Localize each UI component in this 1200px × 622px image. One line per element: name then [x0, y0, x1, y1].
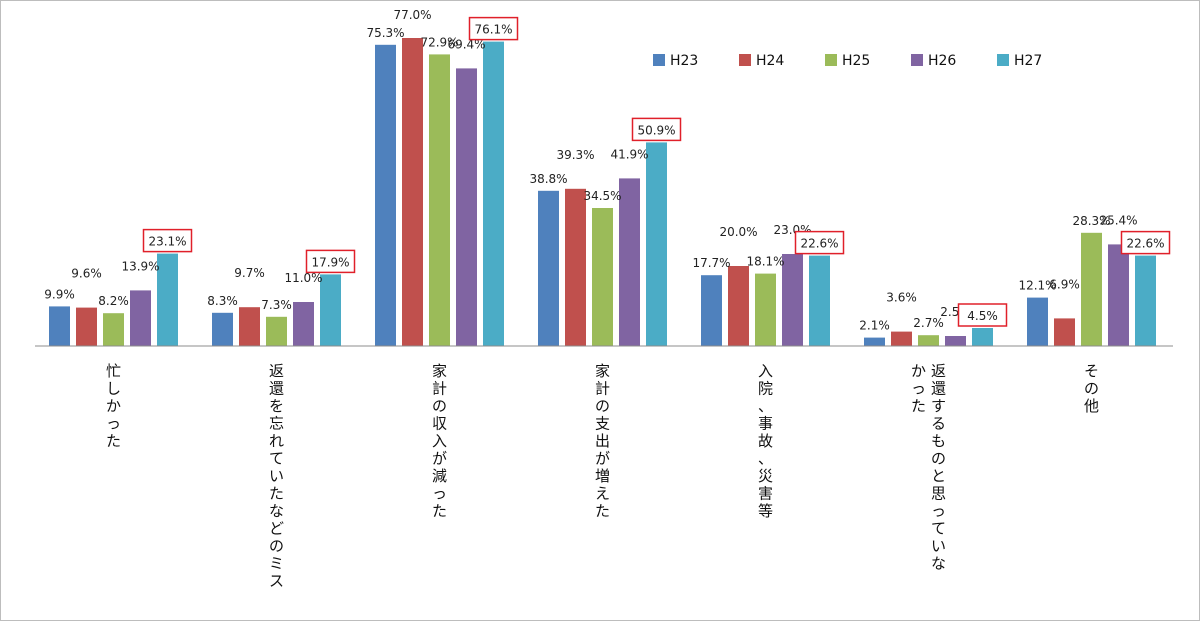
value-label-h25-cat-3: 34.5%: [583, 189, 621, 203]
highlight-box-4: [794, 230, 845, 255]
bar-h23-cat-4: [701, 275, 722, 346]
legend-label-h25: H25: [842, 53, 870, 69]
value-label-h26-cat-2: 69.4%: [447, 37, 485, 51]
bar-h23-cat-5: [864, 337, 885, 346]
value-label-h23-cat-2: 75.3%: [366, 26, 404, 40]
value-label-h24-cat-1: 9.7%: [234, 266, 265, 280]
bar-h23-cat-3: [538, 190, 559, 346]
category-label-1: 返還を忘れていたなどのミス: [269, 362, 284, 590]
bar-h23-cat-1: [212, 312, 233, 346]
value-label-h26-cat-1: 11.0%: [284, 271, 322, 285]
bar-h24-cat-1: [239, 307, 260, 346]
highlight-box-6: [1120, 230, 1171, 255]
legend-swatch-h24: [739, 54, 751, 66]
bar-h25-cat-0: [103, 313, 124, 346]
value-label-h26-cat-3: 41.9%: [610, 147, 648, 161]
value-label-h23-cat-5: 2.1%: [859, 319, 890, 333]
value-label-h24-cat-5: 3.6%: [886, 291, 917, 305]
value-label-h26-cat-6: 25.4%: [1099, 213, 1137, 227]
value-label-h27-cat-5: 4.5%: [967, 309, 998, 323]
legend-label-h26: H26: [928, 53, 956, 69]
bar-h25-cat-5: [918, 335, 939, 346]
bar-h27-cat-6: [1135, 255, 1156, 346]
value-label-h24-cat-2: 77.0%: [393, 8, 431, 22]
value-labels-layer: 9.9% 9.6% 8.2% 13.9% 23.1% 8.3% 9.7% 7.3% 11.0% 1…: [44, 8, 1171, 333]
value-label-h25-cat-2: 72.9%: [420, 35, 458, 49]
legend-label-h27: H27: [1014, 53, 1042, 69]
category-label-5-line-0: 返還するものと思っていな: [931, 362, 946, 573]
value-label-h27-cat-6: 22.6%: [1126, 237, 1164, 251]
category-label-6: その他: [1084, 362, 1099, 415]
bar-h25-cat-1: [266, 316, 287, 346]
bar-h26-cat-2: [456, 68, 477, 347]
value-label-h23-cat-6: 12.1%: [1018, 279, 1056, 293]
bar-h26-cat-1: [293, 302, 314, 346]
value-label-h24-cat-3: 39.3%: [556, 148, 594, 162]
legend-swatch-h27: [997, 54, 1009, 66]
value-label-h23-cat-3: 38.8%: [529, 172, 567, 186]
bar-h27-cat-0: [157, 253, 178, 346]
value-label-h24-cat-6: 6.9%: [1049, 277, 1080, 291]
value-label-h27-cat-1: 17.9%: [311, 255, 349, 269]
highlight-box-2: [468, 16, 519, 41]
highlight-box-5: [957, 303, 1008, 327]
value-label-h25-cat-5: 2.7%: [913, 316, 944, 330]
bar-h27-cat-1: [320, 274, 341, 346]
bar-h24-cat-6: [1054, 318, 1075, 346]
bar-h25-cat-6: [1081, 232, 1102, 346]
category-label-4: 入院、事故、災害等: [758, 362, 773, 520]
bar-h23-cat-6: [1027, 297, 1048, 346]
value-label-h27-cat-0: 23.1%: [148, 235, 186, 249]
legend: H23 H24 H25 H26 H27: [653, 53, 1042, 69]
bar-h26-cat-3: [619, 178, 640, 346]
bar-h24-cat-0: [76, 307, 97, 346]
value-label-h23-cat-1: 8.3%: [207, 294, 238, 308]
bar-h27-cat-4: [809, 255, 830, 346]
value-label-h25-cat-4: 18.1%: [746, 255, 784, 269]
value-label-h24-cat-4: 20.0%: [719, 225, 757, 239]
value-label-h27-cat-2: 76.1%: [474, 23, 512, 37]
bar-h26-cat-5: [945, 336, 966, 346]
legend-swatch-h26: [911, 54, 923, 66]
value-label-h23-cat-4: 17.7%: [692, 256, 730, 270]
highlight-box-3: [631, 117, 682, 142]
bar-h24-cat-4: [728, 266, 749, 346]
bar-h27-cat-5: [972, 328, 993, 346]
value-label-h24-cat-0: 9.6%: [71, 267, 102, 281]
value-label-h25-cat-0: 8.2%: [98, 294, 129, 308]
bar-h26-cat-4: [782, 254, 803, 346]
category-label-5-line-1: かった: [911, 362, 926, 415]
highlight-box-0: [142, 228, 193, 253]
bar-h25-cat-3: [592, 208, 613, 346]
category-labels-layer: 忙しかった 返還を忘れていたなどのミス 家計の収入が減った 家計の支出が増えた 入院、事…: [106, 362, 1099, 590]
bar-h25-cat-4: [755, 273, 776, 346]
value-label-h26-cat-0: 13.9%: [121, 259, 159, 273]
legend-label-h23: H23: [670, 53, 698, 69]
legend-swatch-h23: [653, 54, 665, 66]
category-label-3: 家計の支出が増えた: [595, 362, 610, 520]
bar-h24-cat-3: [565, 188, 586, 346]
bar-h25-cat-2: [429, 54, 450, 347]
bar-h24-cat-2: [402, 38, 423, 346]
highlight-box-1: [305, 249, 356, 274]
bars-layer: [49, 38, 1156, 347]
bar-h27-cat-2: [483, 41, 504, 346]
value-label-h27-cat-4: 22.6%: [800, 237, 838, 251]
value-label-h25-cat-1: 7.3%: [261, 298, 292, 312]
value-label-h23-cat-0: 9.9%: [44, 287, 75, 301]
legend-swatch-h25: [825, 54, 837, 66]
category-label-2: 家計の収入が減った: [432, 362, 447, 520]
bar-h23-cat-0: [49, 306, 70, 346]
value-label-h27-cat-3: 50.9%: [637, 123, 675, 137]
bar-h26-cat-6: [1108, 244, 1129, 346]
bar-h23-cat-2: [375, 44, 396, 347]
category-label-0: 忙しかった: [106, 362, 121, 450]
bar-h24-cat-5: [891, 331, 912, 346]
bar-h27-cat-3: [646, 142, 667, 346]
legend-label-h24: H24: [756, 53, 784, 69]
bar-h26-cat-0: [130, 290, 151, 346]
value-label-h25-cat-6: 28.3%: [1072, 214, 1110, 228]
